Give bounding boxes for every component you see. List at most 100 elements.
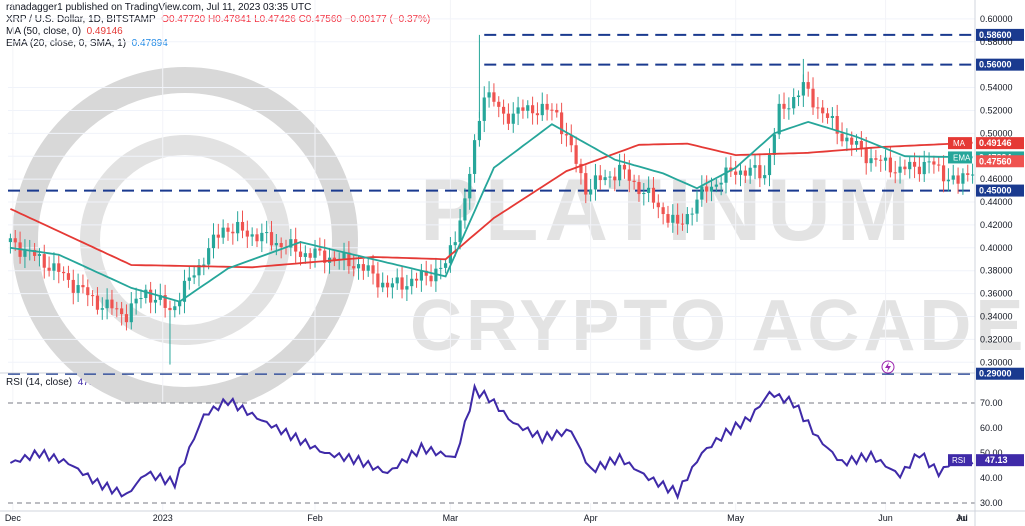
candle-body xyxy=(627,169,631,181)
candle-body xyxy=(941,165,946,182)
candlesticks xyxy=(8,34,975,365)
candle-body xyxy=(966,173,970,175)
time-tick-label: Au xyxy=(956,513,967,523)
candle-body xyxy=(120,308,124,315)
ema-legend: EMA (20, close, 0, SMA, 1) 0.47894 xyxy=(6,38,168,49)
candle-body xyxy=(917,166,921,175)
candle-body xyxy=(153,299,158,303)
candle-body xyxy=(530,105,535,114)
candle-body xyxy=(361,264,365,271)
time-tick-label: Feb xyxy=(307,513,323,523)
candle-body xyxy=(569,135,573,146)
indicator-name-tag xyxy=(948,151,972,164)
level-badge-label: 0.58600 xyxy=(979,30,1012,40)
candle-body xyxy=(134,298,138,304)
candle-body xyxy=(685,214,689,225)
rsi-name-tag-label: RSI xyxy=(952,456,965,465)
candle-body xyxy=(400,277,404,290)
price-tick-label: 0.30000 xyxy=(980,357,1013,367)
candle-body xyxy=(806,82,810,89)
candle-body xyxy=(458,220,462,243)
candle-body xyxy=(956,175,960,184)
candle-body xyxy=(487,92,491,98)
indicator-name-tag-label: EMA xyxy=(953,153,971,162)
candle-body xyxy=(95,295,100,310)
candle-body xyxy=(888,157,892,173)
time-tick-label: Jun xyxy=(878,513,893,523)
candle-body xyxy=(332,257,336,261)
ema-legend-value: 0.47894 xyxy=(131,38,168,49)
time-tick-label: May xyxy=(727,513,745,523)
price-tick-label: 0.50000 xyxy=(980,128,1013,138)
candle-body xyxy=(158,295,162,300)
level-badge-label: 0.45000 xyxy=(979,186,1012,196)
price-badge xyxy=(976,137,1024,150)
candle-body xyxy=(608,176,612,178)
candle-body xyxy=(197,265,201,276)
candle-body xyxy=(970,174,975,176)
candle-body xyxy=(535,113,540,116)
time-tick-label: 2023 xyxy=(153,513,173,523)
candle-body xyxy=(308,253,312,258)
candle-body xyxy=(71,279,75,293)
candle-body xyxy=(545,103,549,110)
candle-body xyxy=(540,103,544,116)
candle-body xyxy=(23,250,27,257)
candle-body xyxy=(342,252,346,259)
ma-line xyxy=(10,141,973,269)
candle-body xyxy=(714,184,718,187)
candle-body xyxy=(758,165,762,179)
candle-body xyxy=(811,88,815,108)
watermark-line1: PLATINUM xyxy=(420,160,916,259)
candle-body xyxy=(497,101,501,107)
price-grid xyxy=(8,0,975,510)
candle-body xyxy=(680,223,685,225)
lightning-icon[interactable] xyxy=(881,360,895,374)
price-tick-label: 0.40000 xyxy=(980,243,1013,253)
candle-body xyxy=(439,267,443,269)
ma-legend-value: 0.49146 xyxy=(86,26,123,37)
rsi-band-fill xyxy=(8,403,975,503)
candle-body xyxy=(719,182,723,185)
candle-body xyxy=(695,199,699,214)
candle-body xyxy=(163,295,167,308)
candle-body xyxy=(57,263,61,272)
candle-body xyxy=(724,167,728,183)
candle-body xyxy=(202,264,206,266)
candle-body xyxy=(255,234,259,242)
rsi-line xyxy=(9,382,974,501)
candle-body xyxy=(637,182,641,195)
ema-legend-label: EMA (20, close, 0, SMA, 1) xyxy=(6,38,127,49)
price-badge-label: 0.49146 xyxy=(979,138,1012,148)
rsi-tick-label: 50.00 xyxy=(980,448,1003,458)
candle-body xyxy=(492,92,496,102)
candle-body xyxy=(864,148,868,164)
rsi-name-tag xyxy=(948,454,972,467)
price-tick-label: 0.52000 xyxy=(980,105,1013,115)
candle-body xyxy=(927,161,931,163)
candle-body xyxy=(381,282,385,288)
candle-body xyxy=(424,270,428,276)
symbol-title: XRP / U.S. Dollar, 1D, BITSTAMP xyxy=(6,14,156,25)
candle-body xyxy=(477,120,482,141)
candle-body xyxy=(250,234,254,237)
candle-body xyxy=(787,108,791,110)
candle-body xyxy=(961,173,965,184)
price-tick-label: 0.42000 xyxy=(980,220,1013,230)
candle-body xyxy=(221,227,225,238)
candle-body xyxy=(265,232,269,234)
candle-body xyxy=(816,107,820,109)
level-badge-label: 0.56000 xyxy=(979,60,1012,70)
candle-body xyxy=(506,113,511,124)
candle-body xyxy=(937,164,941,166)
candle-body xyxy=(854,140,859,145)
watermark-line2: CRYPTO ACADEMY xyxy=(410,286,1025,366)
candle-body xyxy=(613,176,617,181)
rsi-tick-label: 30.00 xyxy=(980,498,1003,508)
candle-body xyxy=(216,234,220,238)
support-resistance-levels: 0.58600 0.56000 0.45000 0.29000 xyxy=(8,28,1024,380)
candle-body xyxy=(763,175,767,179)
candle-body xyxy=(289,239,293,248)
candle-body xyxy=(555,109,559,113)
candle-body xyxy=(76,285,80,293)
